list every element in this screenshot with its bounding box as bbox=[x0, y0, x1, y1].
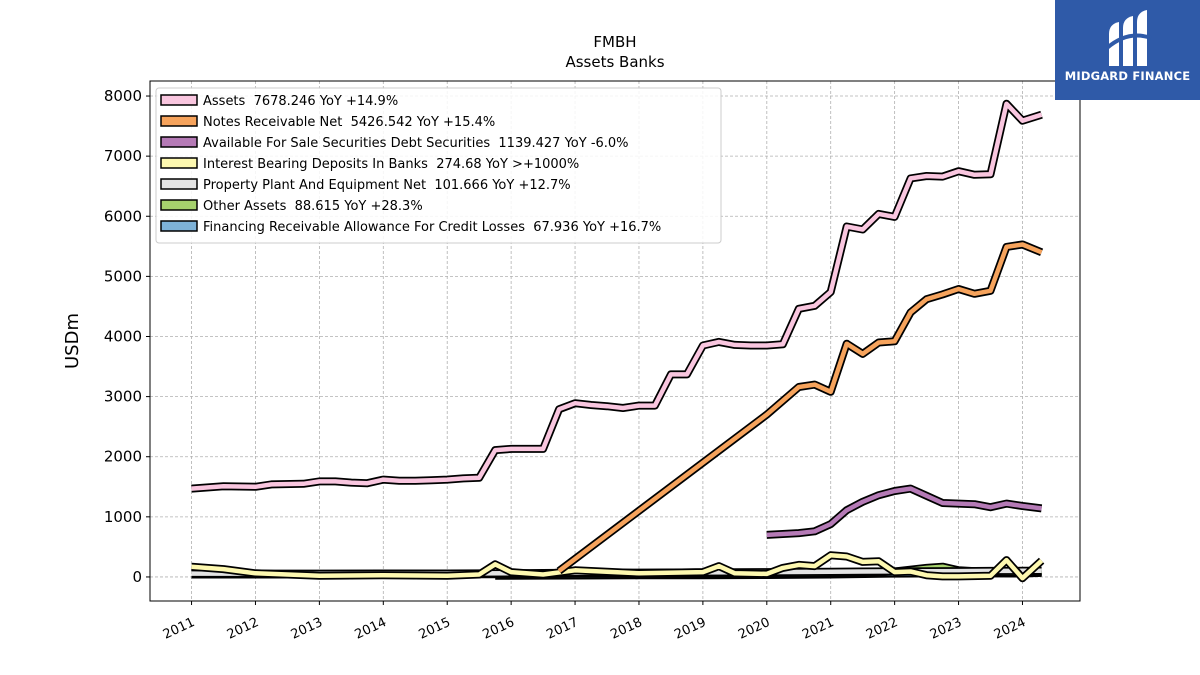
x-tick-label: 2023 bbox=[928, 615, 964, 643]
legend-swatch bbox=[160, 178, 198, 190]
plot-frame bbox=[149, 80, 1081, 602]
y-tick-label: 7000 bbox=[104, 147, 142, 165]
chart-title: FMBH bbox=[593, 33, 636, 51]
legend-label: Other Assets 88.615 YoY +28.3% bbox=[203, 199, 423, 214]
x-tick-label: 2020 bbox=[736, 615, 772, 643]
x-tick-label: 2021 bbox=[800, 615, 836, 643]
legend-swatch bbox=[160, 157, 198, 169]
y-axis-label: USDm bbox=[62, 313, 83, 369]
y-tick-label: 3000 bbox=[104, 388, 142, 406]
series-line-notes-receivable-net bbox=[557, 242, 1043, 573]
x-tick-label: 2018 bbox=[608, 615, 644, 643]
x-tick-label: 2014 bbox=[353, 615, 389, 643]
x-tick-label: 2016 bbox=[480, 615, 516, 643]
legend-label: Interest Bearing Deposits In Banks 274.6… bbox=[203, 157, 579, 172]
y-tick-label: 1000 bbox=[104, 508, 142, 526]
series-layer bbox=[191, 99, 1045, 583]
series-line-outline-available-for-sale-securities-debt-securities bbox=[766, 484, 1043, 539]
legend-box bbox=[155, 87, 722, 244]
series-line-assets bbox=[191, 101, 1043, 491]
chart-subtitle: Assets Banks bbox=[565, 53, 664, 71]
brand-mark-icon bbox=[1105, 10, 1152, 66]
legend-swatch bbox=[160, 115, 198, 127]
legend-swatch bbox=[160, 94, 198, 106]
x-tick-label: 2015 bbox=[417, 615, 453, 643]
x-tick-label: 2013 bbox=[289, 615, 325, 643]
x-tick-label: 2012 bbox=[225, 615, 261, 643]
legend: Assets 7678.246 YoY +14.9% Notes Receivab… bbox=[155, 87, 722, 244]
brand-logo: MIDGARD FINANCE bbox=[1055, 0, 1200, 100]
legend-label: Property Plant And Equipment Net 101.666… bbox=[203, 178, 571, 193]
series-line-available-for-sale-securities-debt-securities bbox=[766, 486, 1042, 538]
x-axis: 2011 2012 2013 2014 2015 2016 2017 2018 2019 2020… bbox=[161, 601, 1028, 643]
x-tick-label: 2019 bbox=[672, 615, 708, 643]
y-tick-label: 4000 bbox=[104, 327, 142, 345]
y-tick-label: 2000 bbox=[104, 448, 142, 466]
y-axis: 0 1000 2000 3000 4000 5000 6000 7000 8000 bbox=[104, 87, 150, 586]
x-tick-label: 2022 bbox=[864, 615, 900, 643]
brand-name: MIDGARD FINANCE bbox=[1064, 69, 1191, 83]
legend-swatch bbox=[160, 136, 198, 148]
y-tick-label: 6000 bbox=[104, 207, 142, 225]
y-tick-label: 8000 bbox=[104, 87, 142, 105]
y-tick-label: 0 bbox=[132, 568, 142, 586]
legend-label: Financing Receivable Allowance For Credi… bbox=[203, 220, 661, 235]
legend-label: Assets 7678.246 YoY +14.9% bbox=[203, 94, 398, 109]
x-tick-label: 2011 bbox=[161, 615, 197, 643]
series-line-interest-bearing-deposits-in-banks bbox=[191, 553, 1044, 581]
x-tick-label: 2017 bbox=[544, 615, 580, 643]
legend-label: Notes Receivable Net 5426.542 YoY +15.4% bbox=[203, 115, 495, 130]
legend-swatch bbox=[160, 220, 198, 232]
legend-label: Available For Sale Securities Debt Secur… bbox=[203, 136, 629, 151]
x-tick-label: 2024 bbox=[992, 615, 1028, 643]
legend-swatch bbox=[160, 199, 198, 211]
y-tick-label: 5000 bbox=[104, 267, 142, 285]
